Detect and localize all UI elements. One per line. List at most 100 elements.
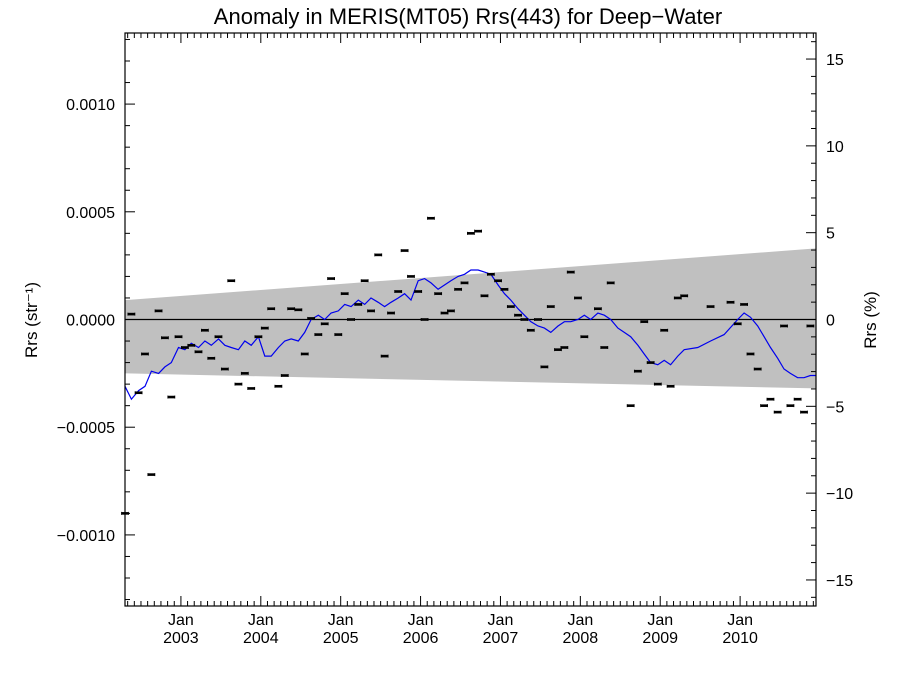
data-point bbox=[480, 294, 489, 298]
data-point bbox=[220, 367, 229, 371]
data-point bbox=[387, 311, 395, 315]
data-point bbox=[254, 335, 263, 339]
data-point bbox=[340, 292, 349, 296]
y-left-tick-label: −0.0005 bbox=[57, 420, 115, 437]
y-left-tick-label: 0.0005 bbox=[66, 205, 115, 222]
data-point bbox=[260, 326, 269, 330]
data-point bbox=[394, 289, 403, 293]
running-mean-line bbox=[124, 269, 816, 401]
data-point bbox=[666, 384, 675, 388]
data-point bbox=[486, 272, 495, 276]
data-point bbox=[307, 316, 316, 320]
data-point bbox=[400, 249, 409, 253]
data-point bbox=[267, 307, 276, 311]
x-tick-year-label: 2003 bbox=[163, 630, 199, 647]
data-point bbox=[474, 229, 482, 233]
running-mean-polyline bbox=[124, 269, 816, 401]
data-point bbox=[367, 309, 375, 313]
data-point bbox=[127, 312, 136, 316]
data-point bbox=[161, 336, 169, 340]
data-point bbox=[207, 356, 216, 360]
data-point bbox=[360, 279, 369, 283]
data-point bbox=[760, 404, 768, 408]
x-tick-year-label: 2009 bbox=[642, 630, 678, 647]
data-point bbox=[240, 371, 249, 375]
y-axis-right-ticks: 15 10 5 0 −5 −10 −15 bbox=[806, 41, 853, 598]
data-point bbox=[327, 277, 336, 281]
x-tick-month-label: Jan bbox=[727, 612, 753, 629]
data-point bbox=[434, 292, 443, 296]
y-right-tick-label: −5 bbox=[826, 399, 844, 416]
data-point bbox=[181, 346, 189, 350]
data-point bbox=[633, 369, 642, 373]
uncertainty-band-area bbox=[125, 248, 816, 389]
data-point bbox=[334, 333, 343, 337]
data-point bbox=[280, 374, 289, 378]
data-point bbox=[793, 397, 802, 401]
x-tick-year-label: 2008 bbox=[563, 630, 599, 647]
data-point bbox=[520, 318, 529, 321]
data-point bbox=[786, 404, 795, 408]
data-point bbox=[566, 270, 575, 274]
data-point bbox=[534, 318, 542, 321]
data-point bbox=[494, 279, 502, 283]
data-point bbox=[466, 231, 475, 235]
x-tick-month-label: Jan bbox=[488, 612, 514, 629]
data-point bbox=[414, 289, 423, 293]
data-point bbox=[294, 308, 303, 312]
y-axis-right-label: Rrs (%) bbox=[861, 291, 880, 349]
data-point bbox=[673, 296, 682, 300]
data-point bbox=[733, 322, 742, 326]
data-point bbox=[766, 397, 775, 401]
y-right-tick-label: 15 bbox=[826, 52, 844, 69]
data-point bbox=[554, 348, 562, 352]
data-point bbox=[347, 318, 355, 321]
data-point bbox=[374, 253, 383, 257]
x-tick-month-label: Jan bbox=[328, 612, 354, 629]
data-point bbox=[167, 395, 176, 399]
data-point bbox=[800, 410, 808, 414]
data-point bbox=[354, 302, 363, 306]
data-point bbox=[427, 216, 435, 220]
x-tick-month-label: Jan bbox=[248, 612, 274, 629]
data-point bbox=[134, 391, 143, 395]
data-point bbox=[580, 335, 589, 339]
data-point bbox=[174, 335, 183, 339]
data-point bbox=[726, 300, 735, 304]
data-point bbox=[227, 279, 236, 283]
data-point bbox=[300, 352, 309, 356]
x-tick-year-label: 2005 bbox=[323, 630, 359, 647]
data-point bbox=[560, 346, 569, 350]
y-right-tick-label: −15 bbox=[826, 573, 853, 590]
data-point bbox=[594, 307, 602, 311]
x-tick-month-label: Jan bbox=[408, 612, 434, 629]
data-point bbox=[287, 307, 296, 311]
data-point bbox=[746, 352, 755, 356]
data-point bbox=[194, 350, 203, 354]
data-point bbox=[753, 367, 762, 371]
x-tick-month-label: Jan bbox=[168, 612, 194, 629]
data-point bbox=[460, 281, 469, 285]
data-point bbox=[454, 287, 463, 291]
anomaly-points bbox=[121, 216, 815, 515]
y-axis-left-ticks: 0.0010 0.0005 0.0000 −0.0005 −0.0010 bbox=[57, 38, 135, 601]
y-axis-left-label: Rrs (str⁻¹) bbox=[22, 282, 41, 358]
y-right-tick-label: 0 bbox=[826, 313, 835, 330]
data-point bbox=[526, 328, 535, 332]
y-right-tick-label: 5 bbox=[826, 226, 835, 243]
data-point bbox=[740, 302, 749, 306]
x-tick-year-label: 2010 bbox=[722, 630, 758, 647]
data-point bbox=[506, 305, 515, 309]
data-point bbox=[546, 305, 555, 309]
data-point bbox=[514, 313, 522, 317]
data-point bbox=[247, 386, 256, 390]
data-point bbox=[187, 343, 196, 347]
data-point bbox=[806, 324, 815, 328]
data-point bbox=[320, 322, 329, 326]
data-point bbox=[606, 281, 615, 285]
data-point bbox=[780, 324, 788, 328]
data-point bbox=[773, 410, 782, 414]
data-point bbox=[440, 311, 449, 315]
data-point bbox=[407, 274, 415, 278]
data-point bbox=[274, 384, 283, 388]
